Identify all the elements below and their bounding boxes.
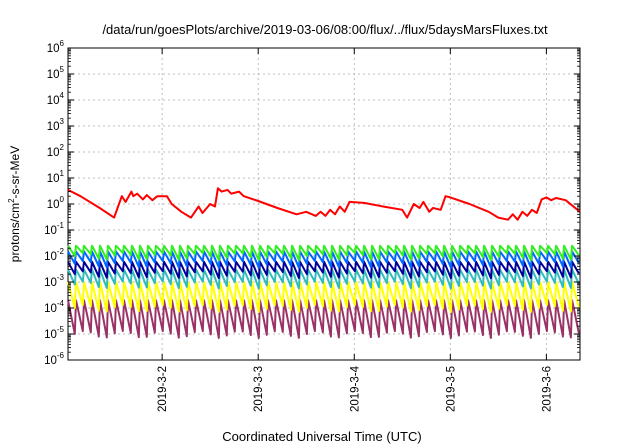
y-tick-label: 10-2 bbox=[44, 247, 64, 263]
y-tick-label: 10-5 bbox=[44, 325, 64, 341]
y-tick-label: 101 bbox=[47, 169, 65, 185]
series-layer bbox=[67, 187, 581, 339]
x-tick-label: 2019-3-3 bbox=[253, 366, 265, 412]
y-tick-label: 105 bbox=[47, 65, 65, 81]
y-tick-label: 102 bbox=[47, 143, 65, 159]
y-tick-label: 106 bbox=[47, 39, 65, 55]
x-tick-label: 2019-3-2 bbox=[157, 366, 169, 412]
x-tick-label: 2019-3-4 bbox=[349, 365, 361, 412]
x-tick-label: 2019-3-6 bbox=[541, 366, 553, 412]
x-axis-ticks: 2019-3-2 2019-3-3 2019-3-4 2019-3-5 2019-3-6 bbox=[157, 48, 553, 412]
series-line bbox=[67, 187, 581, 221]
chart-title: /data/run/goesPlots/archive/2019-03-06/0… bbox=[102, 22, 548, 37]
y-axis-label: protons/cm2-s-sr-MeV bbox=[7, 146, 22, 262]
y-tick-label: 10-4 bbox=[44, 299, 64, 315]
y-tick-label: 10-3 bbox=[44, 273, 64, 289]
x-tick-label: 2019-3-5 bbox=[445, 366, 457, 412]
plot-area: 10-6 10-5 10-4 10-3 10-2 10-1 100 101 102 103 104 1… bbox=[44, 39, 581, 412]
x-axis-label: Coordinated Universal Time (UTC) bbox=[222, 429, 421, 444]
y-tick-label: 100 bbox=[47, 195, 65, 211]
y-axis-ticks: 10-6 10-5 10-4 10-3 10-2 10-1 100 101 102 103 104 1… bbox=[44, 39, 580, 367]
series-line bbox=[67, 244, 580, 261]
y-tick-label: 104 bbox=[47, 91, 65, 107]
y-tick-label: 103 bbox=[47, 117, 65, 133]
y-tick-label: 10-6 bbox=[44, 351, 64, 367]
y-tick-label: 10-1 bbox=[44, 221, 64, 237]
